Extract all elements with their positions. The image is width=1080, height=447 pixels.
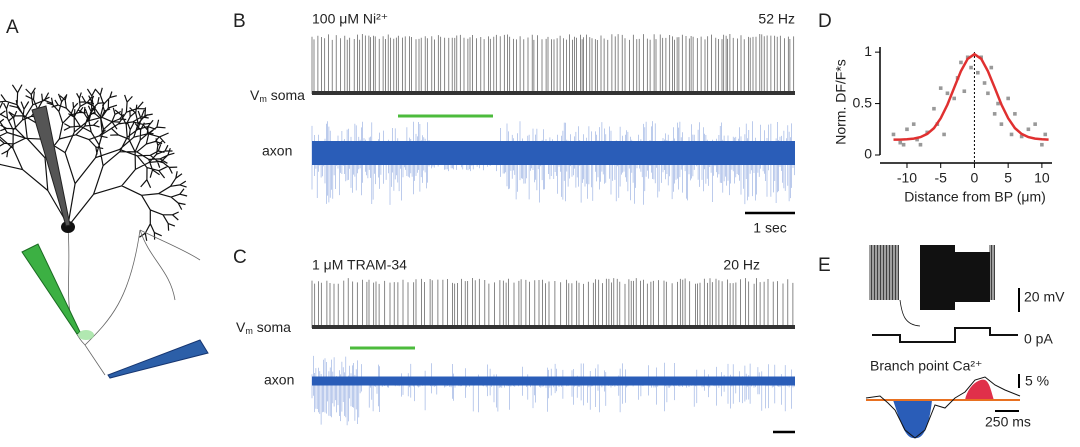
dendrites [0, 84, 188, 241]
point [1006, 96, 1010, 101]
point [952, 96, 956, 101]
point [901, 142, 906, 147]
y-tick-label: 0.5 [853, 94, 873, 110]
panel-label: E [818, 255, 831, 276]
axon-band [312, 376, 795, 386]
soma-trace [311, 34, 795, 95]
current-step [872, 327, 1018, 343]
point [932, 106, 936, 111]
soma-baseline [312, 91, 795, 95]
point [915, 137, 919, 142]
point [999, 122, 1004, 126]
point [905, 127, 909, 132]
panel-label: C [233, 247, 247, 268]
point [959, 60, 963, 65]
current-label: 0 pA [1024, 331, 1053, 347]
soma-label: Vm soma [236, 319, 291, 337]
soma-label: Vm soma [250, 87, 305, 105]
x-tick-label: 5 [1004, 170, 1012, 186]
scale-label: 5 % [1025, 373, 1049, 389]
x-tick-label: -5 [934, 170, 947, 186]
soma-trace [311, 278, 795, 329]
point [1043, 132, 1048, 137]
panel-label: B [233, 11, 246, 32]
v: V [250, 87, 260, 103]
e-trace [869, 245, 995, 327]
scale-label: 1 sec [753, 220, 786, 236]
axon-label: axon [262, 143, 292, 159]
x-tick-label: 10 [1034, 170, 1050, 186]
point [938, 86, 943, 90]
electrode [107, 339, 209, 379]
e-block [920, 245, 955, 310]
ca-blue [893, 400, 932, 439]
soma: soma [267, 87, 305, 103]
soma-baseline [312, 325, 795, 329]
point [996, 101, 1000, 106]
scale-label: 250 ms [985, 414, 1031, 430]
soma: soma [253, 319, 291, 335]
panel-label: D [818, 11, 832, 32]
ca-trace [865, 376, 1021, 439]
sub: m [245, 326, 253, 336]
condition: 100 μM Ni²⁺ [312, 11, 388, 27]
point [976, 70, 980, 75]
ca-red [965, 379, 994, 400]
x-axis-label: Distance from BP (μm) [904, 189, 1046, 205]
y-axis-label: Norm. DF/F*s [833, 59, 849, 145]
fit-line [893, 52, 1049, 141]
point [1013, 112, 1017, 116]
point [918, 142, 923, 147]
soma [61, 221, 75, 233]
condition: 1 μM TRAM-34 [312, 257, 407, 273]
sub: m [259, 94, 267, 104]
point [982, 81, 987, 85]
point [1026, 127, 1031, 132]
rate: 20 Hz [723, 257, 760, 273]
axon-drawing [67, 227, 201, 376]
rate: 52 Hz [758, 11, 795, 27]
x-tick-label: 0 [971, 170, 979, 186]
electrode [21, 243, 81, 335]
e-block [955, 252, 990, 302]
layout [0, 34, 1021, 439]
y-tick-label: 0 [864, 146, 872, 162]
point [1040, 142, 1044, 147]
x-tick-label: -10 [897, 170, 917, 186]
scale-label: 20 mV [1024, 289, 1065, 305]
ca-title: Branch point Ca²⁺ [870, 358, 982, 374]
axon-band [312, 141, 795, 165]
axon-label: axon [264, 372, 294, 388]
point [945, 91, 950, 96]
point [1019, 134, 1024, 139]
v: V [236, 319, 246, 335]
point [911, 122, 916, 126]
point [942, 132, 946, 137]
electrode [31, 105, 71, 227]
point [965, 55, 970, 60]
point [1009, 132, 1014, 137]
point [992, 112, 997, 116]
bp-glow [78, 330, 94, 340]
point [891, 132, 896, 137]
point [989, 65, 994, 70]
panel-label: A [6, 17, 19, 38]
point [962, 89, 967, 94]
axon-spikes [311, 355, 795, 426]
point [986, 91, 990, 96]
y-tick-label: 1 [864, 43, 872, 59]
point [898, 140, 903, 145]
point [1033, 122, 1037, 126]
point [969, 65, 973, 70]
